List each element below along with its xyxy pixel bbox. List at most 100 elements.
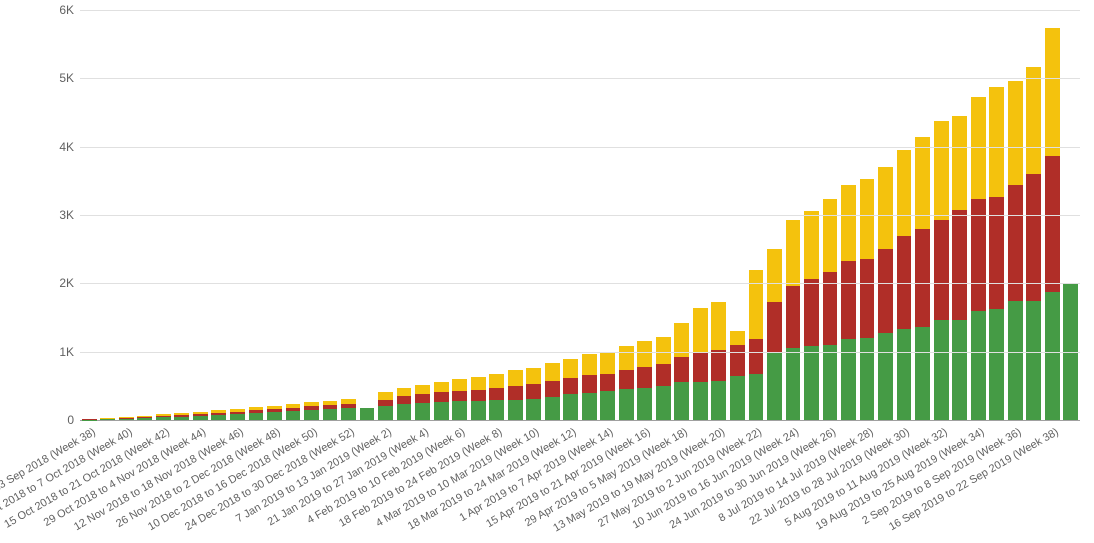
bar-segment-yellow [582, 354, 597, 375]
bar-segment-red [804, 279, 819, 346]
bar-segment-red [489, 388, 504, 400]
gridline [80, 352, 1080, 353]
bar [508, 370, 523, 420]
gridline [80, 147, 1080, 148]
bar-segment-red [934, 220, 949, 320]
bar-segment-yellow [397, 388, 412, 396]
bar [600, 352, 615, 420]
bar-segment-yellow [415, 385, 430, 394]
bar-segment-red [878, 249, 893, 333]
bar-segment-yellow [693, 308, 708, 352]
bar-segment-green [582, 393, 597, 420]
bar-segment-green [267, 412, 282, 420]
bar-segment-yellow [804, 211, 819, 279]
bar [841, 185, 856, 420]
bar-segment-red [674, 357, 689, 382]
bar [1045, 28, 1060, 420]
bar-segment-green [563, 394, 578, 420]
bar-segment-yellow [526, 368, 541, 384]
bar-segment-green [545, 397, 560, 420]
bar [1008, 81, 1023, 420]
bar-segment-red [841, 261, 856, 339]
bar-segment-green [656, 386, 671, 420]
bar-segment-green [674, 382, 689, 420]
bar-segment-green [434, 402, 449, 420]
bar-segment-yellow [508, 370, 523, 386]
bar [360, 408, 375, 420]
bar-segment-green [526, 399, 541, 420]
bar-segment-green [508, 400, 523, 421]
bar-segment-red [860, 259, 875, 338]
bar-segment-yellow [545, 363, 560, 381]
bar-segment-green [804, 346, 819, 420]
bar [823, 199, 838, 420]
bar-segment-green [286, 411, 301, 420]
bar [897, 150, 912, 420]
bar [267, 406, 282, 420]
bar-segment-green [952, 320, 967, 420]
bar [526, 368, 541, 420]
bar [619, 346, 634, 420]
bar-segment-yellow [471, 377, 486, 390]
y-axis-label: 3K [59, 208, 74, 222]
bar-segment-red [989, 197, 1004, 310]
gridline [80, 283, 1080, 284]
bar-segment-yellow [730, 331, 745, 345]
y-axis-label: 4K [59, 140, 74, 154]
bar-segment-green [897, 329, 912, 420]
bar-segment-green [637, 388, 652, 420]
gridline [80, 78, 1080, 79]
bar-segment-green [304, 410, 319, 420]
y-axis-label: 6K [59, 3, 74, 17]
bar-segment-green [730, 376, 745, 420]
bar-segment-green [471, 401, 486, 420]
bar-segment-green [989, 309, 1004, 420]
bar [397, 388, 412, 420]
bar [563, 359, 578, 420]
bar [415, 385, 430, 420]
y-axis-label: 0 [67, 413, 74, 427]
bar-segment-red [600, 374, 615, 392]
bar-segment-red [915, 229, 930, 327]
bar [952, 116, 967, 420]
bar-segment-red [397, 396, 412, 404]
bar [915, 137, 930, 420]
bar-segment-green [1026, 301, 1041, 420]
bar-segment-green [786, 348, 801, 420]
bar-segment-yellow [989, 87, 1004, 196]
bar [304, 402, 319, 420]
bar [471, 377, 486, 420]
bar-segment-yellow [823, 199, 838, 272]
bar [656, 337, 671, 420]
bar-segment-red [378, 400, 393, 407]
bar-segment-yellow [656, 337, 671, 364]
bar-segment-red [545, 381, 560, 397]
bar [989, 87, 1004, 420]
bar-segment-yellow [619, 346, 634, 371]
bar-segment-green [619, 389, 634, 420]
bar-segment-red [786, 286, 801, 348]
bar [971, 97, 986, 420]
bar-segment-yellow [637, 341, 652, 368]
bar-segment-green [489, 400, 504, 420]
bar [211, 410, 226, 420]
bar [934, 121, 949, 420]
bar-segment-green [360, 408, 375, 420]
bar-segment-green [452, 401, 467, 420]
bar-segment-yellow [749, 270, 764, 338]
bar-segment-red [619, 370, 634, 389]
bar-segment-yellow [489, 374, 504, 388]
bar [786, 220, 801, 420]
bar-segment-green [249, 413, 264, 420]
bar-segment-yellow [711, 302, 726, 350]
bar [249, 407, 264, 420]
bar-segment-red [656, 364, 671, 386]
bar-segment-red [711, 350, 726, 381]
bar-segment-green [415, 403, 430, 420]
bar-segment-red [897, 236, 912, 330]
bar [323, 401, 338, 420]
bar-segment-red [471, 390, 486, 401]
bar-segment-yellow [1026, 67, 1041, 174]
bar-segment-yellow [563, 359, 578, 378]
x-axis-labels: 17 Sep 2018 to 23 Sep 2018 (Week 38)1 Oc… [80, 420, 1080, 540]
